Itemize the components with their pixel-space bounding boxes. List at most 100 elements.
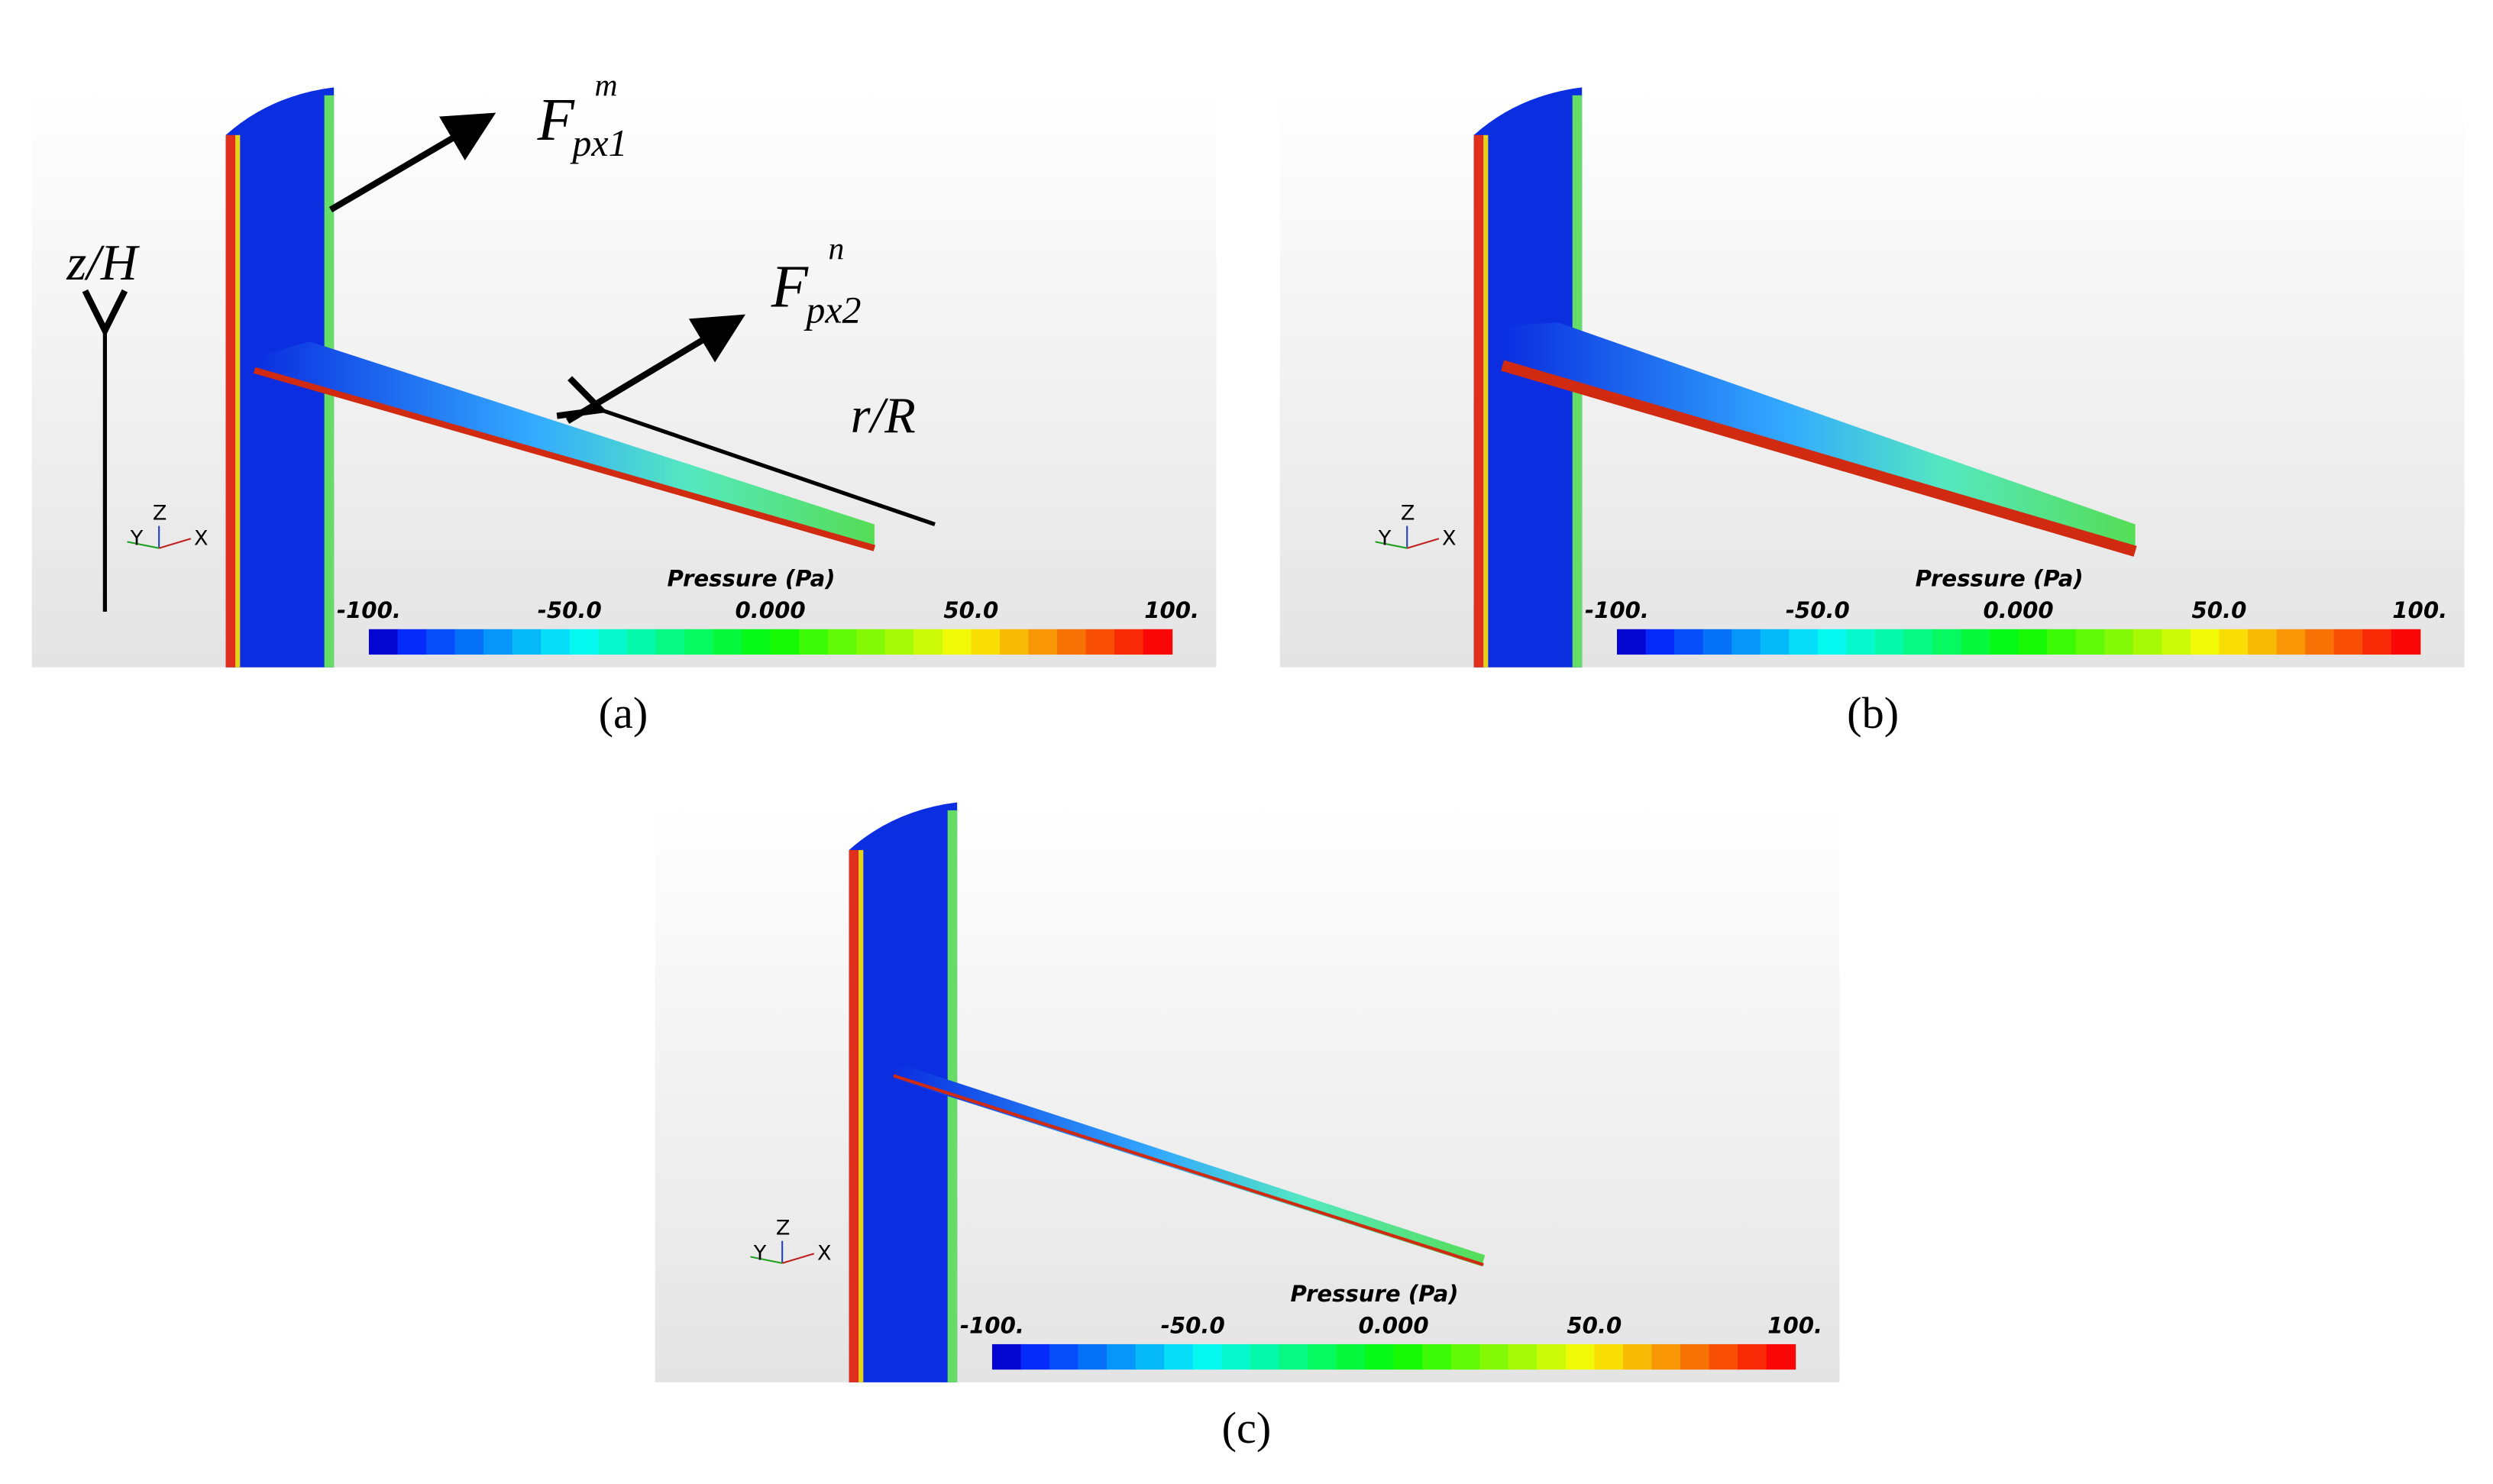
colorbar-step bbox=[2047, 629, 2077, 655]
colorbar-step bbox=[512, 629, 542, 655]
colorbar-step bbox=[1056, 629, 1087, 655]
colorbar-step bbox=[1279, 1343, 1308, 1370]
colorbar-step bbox=[569, 629, 600, 655]
colorbar-step bbox=[913, 629, 943, 655]
colorbar-step bbox=[1990, 629, 2019, 655]
panel-label: (c) bbox=[1222, 1403, 1272, 1453]
colorbar-tick-label: 100. bbox=[1144, 597, 1199, 623]
force-superscript: n bbox=[829, 231, 845, 267]
colorbar-step bbox=[454, 629, 485, 655]
colorbar-step bbox=[1674, 629, 1704, 655]
force-subscript: px1 bbox=[570, 121, 627, 164]
colorbar-step bbox=[626, 629, 657, 655]
colorbar-step bbox=[1250, 1343, 1280, 1370]
panel-label: (a) bbox=[599, 688, 648, 738]
triad-label: Z bbox=[153, 501, 167, 525]
triad-label: X bbox=[1442, 527, 1457, 551]
colorbar-step bbox=[1028, 629, 1059, 655]
colorbar-step bbox=[483, 629, 513, 655]
colorbar-title: Pressure (Pa) bbox=[1916, 566, 2084, 592]
colorbar-tick-label: 0.000 bbox=[1358, 1312, 1428, 1338]
colorbar-tick-label: -100. bbox=[960, 1312, 1024, 1338]
colorbar-step bbox=[1336, 1343, 1366, 1370]
panel: Z X Y Pressure (Pa) -100. -50.0 0.000 50.0 100. bbox=[1279, 87, 2465, 668]
colorbar-tick-label: 0.000 bbox=[735, 597, 805, 623]
colorbar-step bbox=[2104, 629, 2134, 655]
colorbar-step bbox=[1164, 1343, 1194, 1370]
colorbar-title: Pressure (Pa) bbox=[1291, 1281, 1459, 1307]
arrow bbox=[328, 112, 496, 213]
blade bbox=[1502, 322, 2136, 551]
triad-label: X bbox=[194, 527, 209, 551]
triad-label: X bbox=[817, 1242, 832, 1266]
colorbar-step bbox=[1680, 1343, 1710, 1370]
force-subscript: px2 bbox=[804, 288, 861, 331]
colorbar-step bbox=[799, 629, 829, 655]
colorbar-step bbox=[1732, 629, 1761, 655]
colorbar-step bbox=[1932, 629, 1962, 655]
colorbar-step bbox=[1479, 1343, 1509, 1370]
colorbar-step bbox=[856, 629, 886, 655]
colorbar-step bbox=[368, 629, 399, 655]
blade bbox=[254, 341, 875, 548]
colorbar-step bbox=[1393, 1343, 1424, 1370]
colorbar-step bbox=[942, 629, 972, 655]
colorbar-tick-label: 50.0 bbox=[943, 597, 998, 623]
tower-edge bbox=[849, 849, 859, 1382]
colorbar-step bbox=[1135, 1343, 1166, 1370]
blade-edge bbox=[253, 367, 876, 551]
colorbar-step bbox=[1817, 629, 1848, 655]
colorbar-step bbox=[1307, 1343, 1337, 1370]
colorbar-tick-label: 100. bbox=[1767, 1312, 1822, 1338]
colorbar-step bbox=[1789, 629, 1819, 655]
panel-background bbox=[31, 87, 1217, 668]
colorbar-step bbox=[1874, 629, 1905, 655]
colorbar-step bbox=[655, 629, 685, 655]
colorbar-step bbox=[827, 629, 858, 655]
colorbar-step bbox=[999, 629, 1030, 655]
colorbar-step bbox=[598, 629, 628, 655]
colorbar-step bbox=[2132, 629, 2163, 655]
tower-edge bbox=[225, 134, 236, 668]
triad-axis bbox=[158, 538, 192, 549]
triad-label: Y bbox=[130, 527, 144, 551]
triad-axis bbox=[781, 1253, 815, 1264]
panel-label: (b) bbox=[1847, 688, 1899, 738]
colorbar-tick-label: -100. bbox=[337, 597, 401, 623]
colorbar-tick-label: -50.0 bbox=[1786, 597, 1850, 623]
colorbar-tick-label: -50.0 bbox=[1161, 1312, 1225, 1338]
colorbar-step bbox=[1192, 1343, 1223, 1370]
triad-axis bbox=[127, 541, 160, 549]
colorbar-step bbox=[1961, 629, 1991, 655]
colorbar-step bbox=[2305, 629, 2335, 655]
force-superscript: m bbox=[595, 68, 618, 103]
colorbar-step bbox=[1709, 1343, 1739, 1370]
triad-axis bbox=[1375, 541, 1408, 549]
colorbar-step bbox=[1738, 1343, 1767, 1370]
colorbar-step bbox=[1107, 1343, 1137, 1370]
colorbar-step bbox=[971, 629, 1001, 655]
colorbar-step bbox=[2362, 629, 2392, 655]
colorbar-step bbox=[1760, 629, 1790, 655]
tower-edge bbox=[858, 849, 864, 1382]
colorbar-tick-label: -50.0 bbox=[538, 597, 602, 623]
axis-annotation: z/H bbox=[66, 235, 140, 291]
colorbar-step bbox=[2219, 629, 2249, 655]
colorbar-step bbox=[1221, 1343, 1251, 1370]
colorbar-step bbox=[1622, 1343, 1653, 1370]
tower bbox=[849, 802, 958, 1382]
colorbar-step bbox=[1365, 1343, 1395, 1370]
blade-edge bbox=[893, 1074, 1484, 1266]
force-symbol: F bbox=[537, 87, 575, 154]
blade bbox=[893, 1064, 1486, 1266]
colorbar-step bbox=[1078, 1343, 1108, 1370]
colorbar-step bbox=[2018, 629, 2048, 655]
colorbar-tick-label: 100. bbox=[2392, 597, 2447, 623]
colorbar-step bbox=[1422, 1343, 1452, 1370]
panel-background bbox=[1279, 87, 2465, 668]
colorbar-title: Pressure (Pa) bbox=[668, 566, 836, 592]
colorbar-step bbox=[1903, 629, 1934, 655]
colorbar-step bbox=[1085, 629, 1116, 655]
